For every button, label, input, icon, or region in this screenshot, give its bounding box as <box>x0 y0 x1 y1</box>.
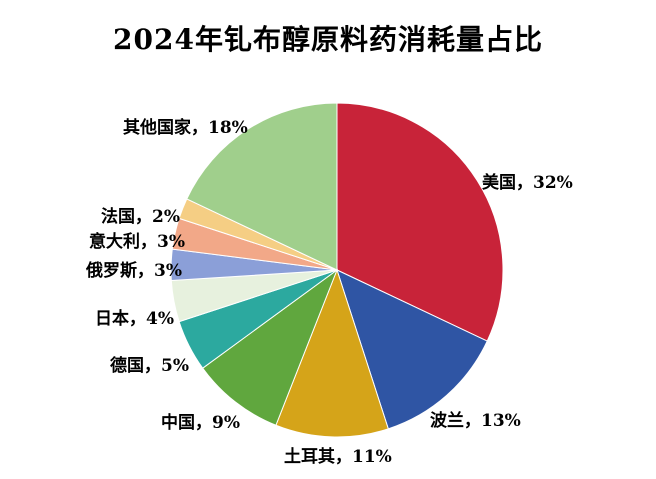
slice-label-3: 土耳其，11% <box>284 447 392 467</box>
pie-slice-1 <box>336 102 504 342</box>
slice-label-10: 其他国家，18% <box>123 118 248 138</box>
chart-title: 2024年钆布醇原料药消耗量占比 <box>113 23 543 56</box>
slice-label-9: 法国，2% <box>101 207 180 227</box>
pie-slice-4 <box>202 268 339 426</box>
slice-label-6: 日本，4% <box>95 309 174 329</box>
slice-label-2: 波兰，13% <box>430 411 521 431</box>
pie-slice-2 <box>336 269 488 430</box>
slice-label-5: 德国，5% <box>110 356 189 376</box>
slice-label-8: 意大利，3% <box>89 232 185 252</box>
slice-label-7: 俄罗斯，3% <box>86 261 182 281</box>
slice-label-4: 中国，9% <box>161 413 240 433</box>
pie-slice-10 <box>186 102 338 271</box>
slice-label-1: 美国，32% <box>482 173 573 193</box>
pie-slice-3 <box>275 268 389 438</box>
